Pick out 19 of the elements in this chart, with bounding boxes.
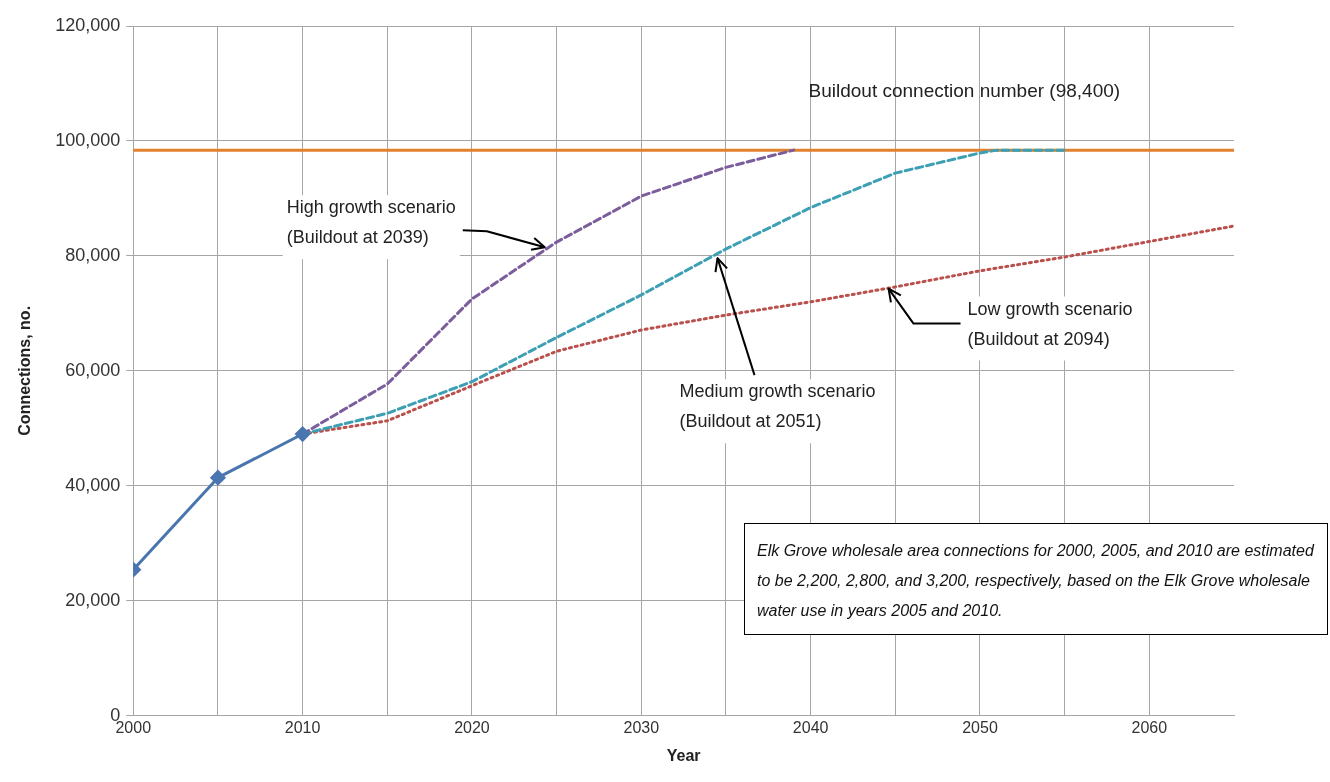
y-tick-label: 20,000 <box>65 589 121 610</box>
y-tick-label: 120,000 <box>55 14 121 35</box>
annotation: High growth scenario (Buildout at 2039) <box>286 197 456 248</box>
ref-line-label: Buildout connection number (98,400) <box>808 80 1121 102</box>
y-axis-title: Connections, no. <box>16 305 34 436</box>
x-tick-label: 2010 <box>284 718 321 736</box>
x-tick-label: 2020 <box>454 718 490 736</box>
x-tick-label: 2030 <box>623 718 660 736</box>
x-tick-label: 2040 <box>792 718 829 736</box>
x-tick-label: 2050 <box>962 718 998 736</box>
y-tick-label: 60,000 <box>65 359 121 380</box>
y-tick-label: 100,000 <box>55 129 121 150</box>
x-axis-title: Year <box>666 746 701 764</box>
annotation: Low growth scenario (Buildout at 2094) <box>967 298 1133 349</box>
y-tick-label: 40,000 <box>65 474 121 495</box>
annotation: Elk Grove wholesale area connections for 2000, 2005, and 2010 are estimated to be 2,200, 2,800, and 3,200, respectively, based on the Elk Grove wholesale water use in years 2005 and 2010. <box>744 523 1328 635</box>
x-tick-label: 2060 <box>1131 718 1168 736</box>
annotation: Medium growth scenario (Buildout at 2051) <box>679 381 876 432</box>
y-tick-label: 80,000 <box>65 244 121 265</box>
